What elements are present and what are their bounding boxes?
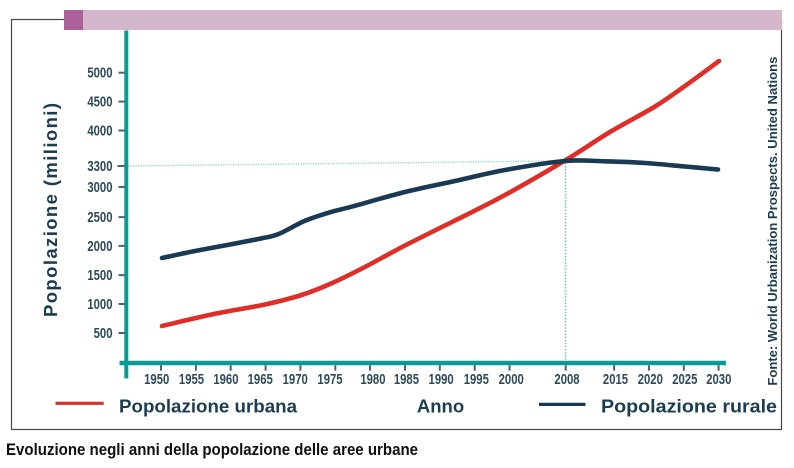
svg-text:Popolazione urbana: Popolazione urbana <box>119 395 298 416</box>
svg-text:1960: 1960 <box>213 371 238 388</box>
svg-text:2000: 2000 <box>499 371 524 388</box>
svg-text:Anno: Anno <box>417 395 464 416</box>
svg-text:4000: 4000 <box>87 122 112 139</box>
svg-text:2020: 2020 <box>638 371 663 388</box>
svg-text:2500: 2500 <box>87 209 112 226</box>
svg-text:Popolazione rurale: Popolazione rurale <box>601 395 777 416</box>
svg-text:2030: 2030 <box>706 371 731 388</box>
svg-text:1975: 1975 <box>317 371 342 388</box>
svg-text:Evoluzione negli anni della po: Evoluzione negli anni della popolazione … <box>6 440 418 459</box>
svg-text:2015: 2015 <box>603 371 628 388</box>
svg-text:1500: 1500 <box>87 267 112 284</box>
svg-text:1970: 1970 <box>283 371 308 388</box>
svg-text:1000: 1000 <box>87 296 112 313</box>
svg-text:2008: 2008 <box>554 371 579 388</box>
svg-text:1965: 1965 <box>248 371 273 388</box>
svg-text:1990: 1990 <box>429 371 454 388</box>
svg-text:1980: 1980 <box>360 371 385 388</box>
svg-text:3300: 3300 <box>87 158 112 175</box>
svg-text:500: 500 <box>94 325 113 342</box>
svg-text:1955: 1955 <box>179 371 204 388</box>
svg-text:5000: 5000 <box>87 64 112 81</box>
svg-text:1995: 1995 <box>464 371 489 388</box>
svg-text:1985: 1985 <box>394 371 419 388</box>
svg-text:Popolazione (milioni): Popolazione (milioni) <box>40 103 61 317</box>
svg-text:Fonte: World Urbanization Pros: Fonte: World Urbanization Prospects. Uni… <box>766 57 780 386</box>
svg-text:3000: 3000 <box>87 179 112 196</box>
svg-text:1950: 1950 <box>144 371 169 388</box>
svg-text:2025: 2025 <box>672 371 697 388</box>
svg-text:4500: 4500 <box>87 93 112 110</box>
svg-text:2000: 2000 <box>87 238 112 255</box>
